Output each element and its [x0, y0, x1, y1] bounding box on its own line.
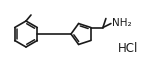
Text: NH₂: NH₂ [112, 18, 132, 28]
Text: HCl: HCl [118, 43, 138, 55]
